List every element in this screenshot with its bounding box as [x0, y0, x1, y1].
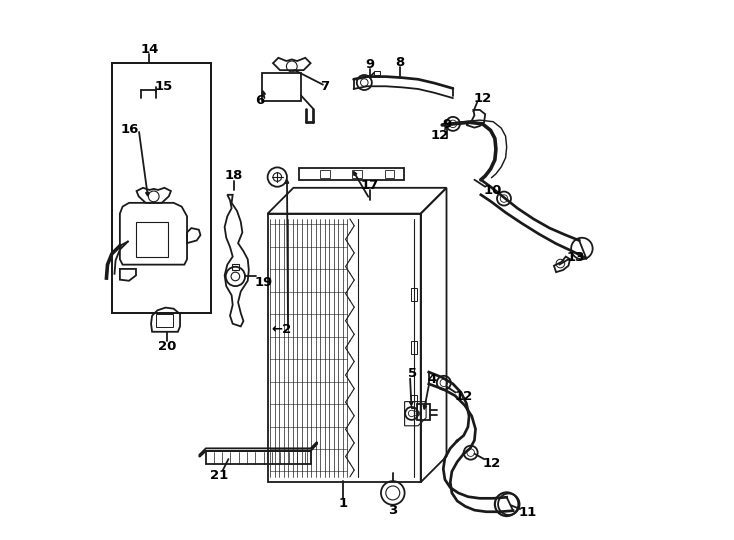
- Bar: [374, 71, 380, 75]
- Bar: [320, 170, 330, 178]
- Text: ←2: ←2: [271, 322, 291, 335]
- Text: 20: 20: [158, 340, 176, 353]
- Text: 6: 6: [255, 94, 264, 107]
- Bar: [268, 214, 421, 482]
- Bar: [262, 73, 301, 101]
- Text: 11: 11: [519, 507, 537, 519]
- Bar: [411, 288, 418, 301]
- Text: 12: 12: [430, 129, 448, 142]
- Bar: [232, 264, 239, 270]
- Text: 12: 12: [454, 390, 473, 403]
- Bar: [411, 395, 418, 408]
- Text: 14: 14: [140, 43, 159, 56]
- Text: 21: 21: [210, 469, 228, 482]
- Bar: [385, 170, 394, 178]
- Text: 3: 3: [388, 504, 397, 517]
- Text: 12: 12: [483, 457, 501, 470]
- Text: 8: 8: [396, 56, 405, 69]
- Text: 4: 4: [428, 373, 437, 386]
- Bar: [112, 63, 211, 313]
- Text: 9: 9: [365, 58, 374, 71]
- Bar: [299, 168, 404, 180]
- Text: 12: 12: [473, 92, 492, 105]
- Text: 17: 17: [360, 179, 379, 192]
- Text: 7: 7: [321, 80, 330, 93]
- Text: 15: 15: [155, 80, 173, 93]
- Text: 10: 10: [484, 184, 503, 197]
- Text: 1: 1: [338, 497, 347, 510]
- Text: 19: 19: [254, 276, 272, 289]
- Bar: [417, 404, 430, 421]
- Bar: [136, 221, 168, 256]
- Bar: [411, 341, 418, 354]
- Text: 9: 9: [442, 118, 451, 131]
- Text: 13: 13: [566, 251, 584, 264]
- Bar: [352, 170, 362, 178]
- Text: 18: 18: [225, 170, 243, 183]
- Text: 5: 5: [408, 367, 417, 380]
- Text: 16: 16: [120, 123, 139, 136]
- Bar: [156, 314, 172, 327]
